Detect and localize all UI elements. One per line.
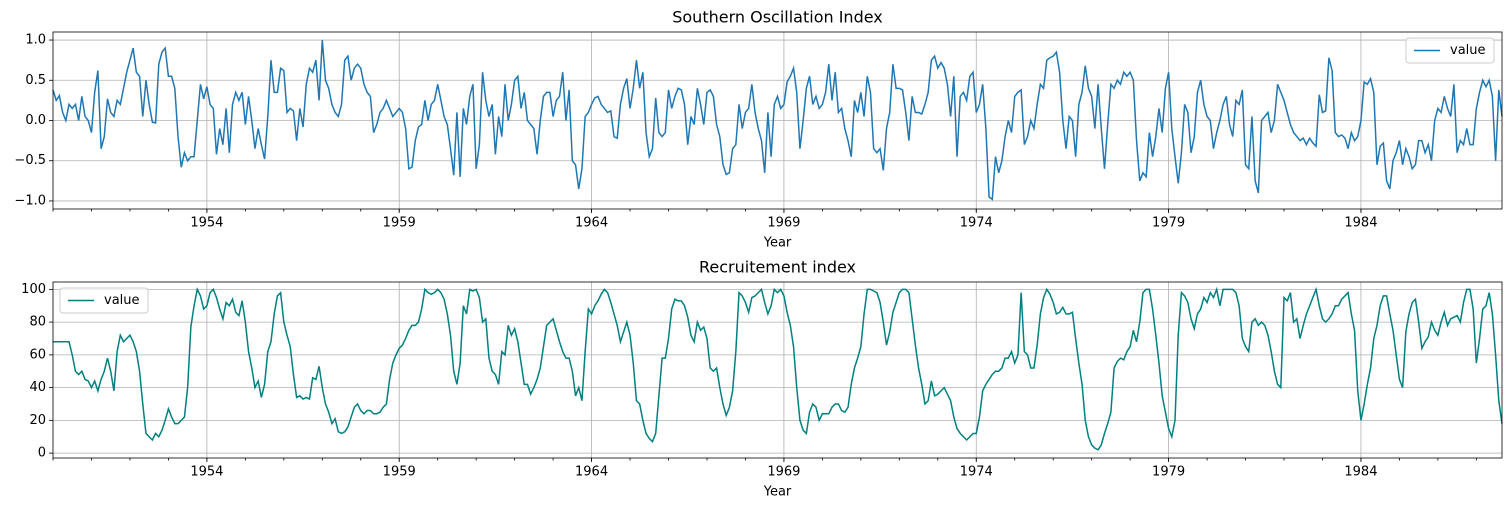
x-tick-label: 1979 [1152, 465, 1185, 480]
y-tick-label: −1.0 [14, 193, 46, 208]
x-tick-label: 1959 [383, 216, 416, 231]
y-tick-label: 60 [29, 347, 46, 362]
x-tick-label: 1954 [190, 465, 223, 480]
x-tick-label: 1984 [1344, 465, 1377, 480]
x-axis-label: Year [763, 485, 792, 500]
y-tick-label: 40 [29, 380, 46, 395]
y-tick-label: 0.0 [25, 113, 46, 128]
legend-box [1405, 37, 1495, 64]
y-tick-label: −0.5 [14, 153, 46, 168]
y-tick-label: 0.5 [25, 73, 46, 88]
x-tick-label: 1964 [575, 216, 608, 231]
y-tick-label: 20 [29, 413, 46, 428]
x-tick-label: 1984 [1344, 216, 1377, 231]
data-line [53, 286, 1503, 451]
x-tick-label: 1969 [767, 216, 800, 231]
legend: value [1405, 37, 1495, 64]
legend-label: value [104, 293, 140, 308]
y-tick-label: 80 [29, 315, 46, 330]
legend-box [59, 287, 149, 314]
x-tick-label: 1954 [190, 216, 223, 231]
chart-title: Southern Oscillation Index [672, 8, 883, 27]
plot-frame [52, 281, 1503, 459]
x-tick-label: 1959 [383, 465, 416, 480]
legend: value [59, 287, 149, 314]
plot-frame [52, 31, 1503, 210]
chart-title: Recruitement index [699, 258, 856, 277]
x-axis-label: Year [763, 236, 792, 251]
y-tick-label: 1.0 [25, 33, 46, 48]
x-tick-label: 1974 [960, 216, 993, 231]
x-tick-label: 1979 [1152, 216, 1185, 231]
y-tick-label: 100 [21, 282, 46, 297]
data-line [52, 39, 1503, 201]
x-tick-label: 1969 [767, 465, 800, 480]
x-tick-label: 1974 [960, 465, 993, 480]
y-tick-label: 0 [38, 446, 46, 461]
x-tick-label: 1964 [575, 465, 608, 480]
legend-label: value [1450, 43, 1486, 58]
